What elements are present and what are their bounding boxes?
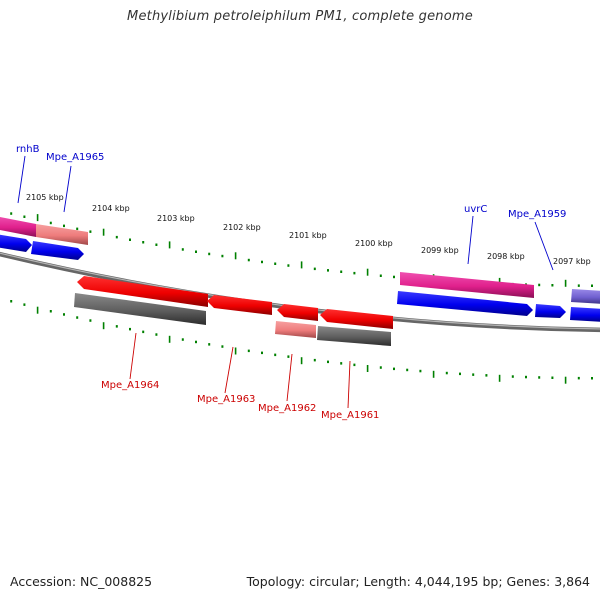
scale-label: 2102 kbp bbox=[223, 223, 261, 232]
gene-Mpe_A1961[interactable] bbox=[320, 309, 393, 329]
gene-rnhB[interactable] bbox=[0, 216, 36, 237]
scale-label: 2098 kbp bbox=[487, 252, 525, 261]
gene-Mpe_A1962[interactable] bbox=[277, 304, 318, 321]
reverse-strand-features bbox=[74, 276, 393, 346]
accession-text: Accession: NC_008825 bbox=[10, 574, 153, 589]
label-leaders bbox=[17, 155, 554, 409]
gene-label[interactable]: Mpe_A1965 bbox=[46, 152, 104, 163]
gene-Mpe_A1965[interactable] bbox=[36, 224, 88, 245]
scale-label: 2101 kbp bbox=[289, 231, 327, 240]
gene-label[interactable]: Mpe_A1961 bbox=[321, 410, 379, 421]
forward-strand-features bbox=[0, 216, 600, 322]
map-title: Methylibium petroleiphilum PM1, complete… bbox=[127, 9, 473, 24]
gene-pseudo[interactable] bbox=[317, 326, 391, 346]
gene-Mpe_A1963[interactable] bbox=[207, 295, 272, 315]
scale-label: 2105 kbp bbox=[26, 193, 64, 202]
scale-label: 2100 kbp bbox=[355, 239, 393, 248]
gene-label[interactable]: Mpe_A1963 bbox=[197, 394, 255, 405]
gene-labels: rnhB Mpe_A1965 uvrC Mpe_A1959 Mpe_A1964 … bbox=[16, 144, 566, 421]
gene-forward-edge[interactable] bbox=[570, 307, 600, 322]
gene-forward-cds[interactable] bbox=[397, 291, 533, 316]
gene-Mpe_A1959[interactable] bbox=[535, 304, 566, 318]
gene-Mpe_A1962-pseudo[interactable] bbox=[275, 321, 316, 338]
genome-summary-text: Topology: circular; Length: 4,044,195 bp… bbox=[246, 574, 590, 589]
gene-Mpe_A1964[interactable] bbox=[77, 276, 208, 307]
gene-forward-edge[interactable] bbox=[571, 289, 600, 304]
scale-label: 2097 kbp bbox=[553, 257, 591, 266]
gene-pseudo[interactable] bbox=[74, 293, 206, 325]
gene-label[interactable]: Mpe_A1962 bbox=[258, 403, 316, 414]
gene-label[interactable]: Mpe_A1964 bbox=[101, 380, 159, 391]
scale-labels: 2105 kbp 2104 kbp 2103 kbp 2102 kbp 2101… bbox=[26, 193, 591, 266]
gene-uvrC[interactable] bbox=[400, 272, 534, 298]
scale-label: 2104 kbp bbox=[92, 204, 130, 213]
gene-label[interactable]: uvrC bbox=[464, 204, 487, 215]
scale-ticks-inner bbox=[10, 300, 593, 384]
gene-label[interactable]: Mpe_A1959 bbox=[508, 209, 566, 220]
scale-label: 2103 kbp bbox=[157, 214, 195, 223]
scale-label: 2099 kbp bbox=[421, 246, 459, 255]
gene-forward-edge[interactable] bbox=[0, 234, 32, 252]
gene-label[interactable]: rnhB bbox=[16, 144, 40, 155]
gene-forward-cds[interactable] bbox=[31, 241, 84, 260]
